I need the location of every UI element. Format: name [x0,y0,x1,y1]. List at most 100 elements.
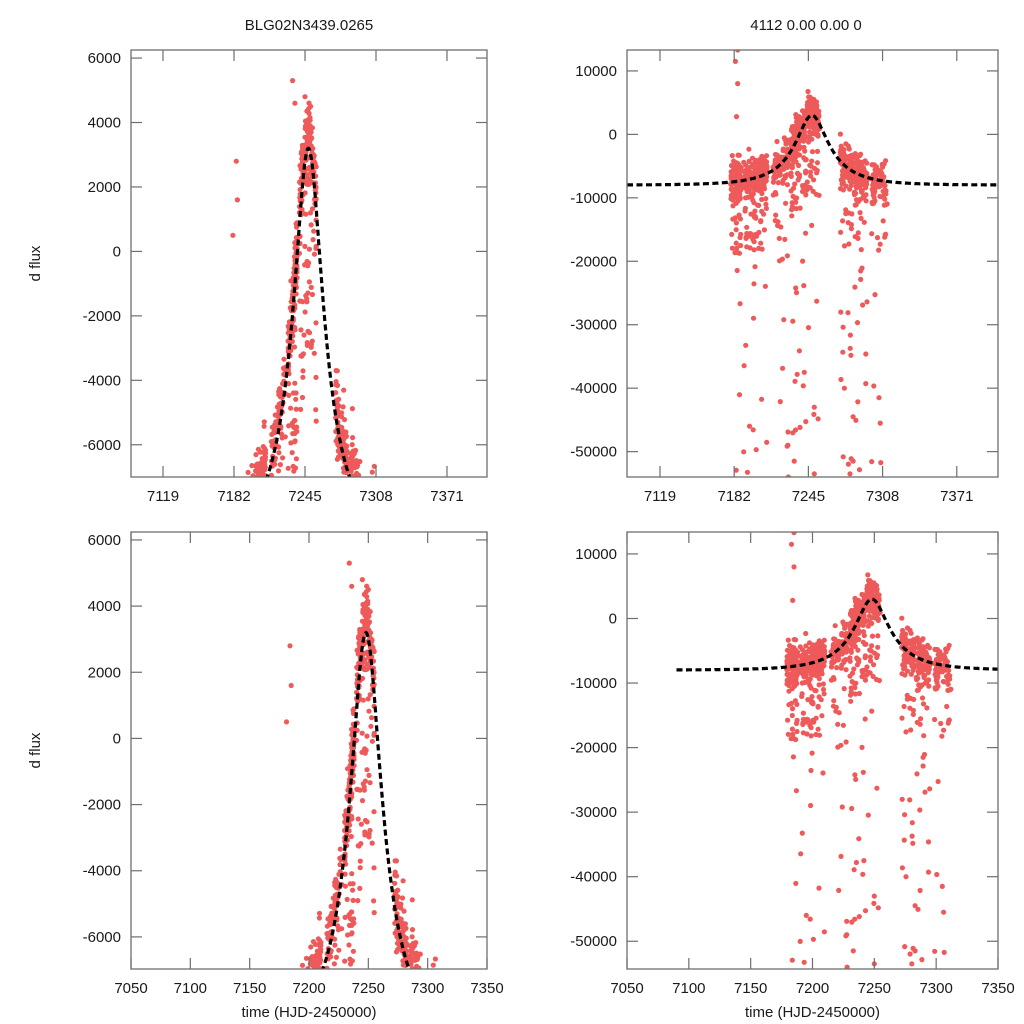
data-point [337,846,343,852]
data-point [280,365,287,371]
data-point [368,723,374,729]
data-point [350,948,356,954]
data-point [349,442,355,448]
data-point [907,797,913,803]
data-point [797,424,803,430]
data-point [772,189,779,196]
data-point [340,404,346,410]
data-point [852,772,858,778]
data-point [730,190,736,196]
data-point [936,670,942,676]
data-point [840,454,846,460]
data-point [309,291,315,298]
data-point [852,598,859,605]
data-point [880,218,886,224]
data-point [349,871,355,877]
y-tick-label: 10000 [575,546,617,563]
data-point [786,675,792,681]
data-point [334,915,340,921]
data-point [802,157,808,163]
data-point [334,414,340,420]
x-tick-label: 7371 [430,488,463,505]
data-point [814,148,821,154]
data-point [864,299,870,305]
data-point [871,383,877,389]
data-point [799,188,806,195]
data-point [805,676,811,682]
data-point [358,821,364,827]
data-point [800,710,807,716]
data-point [303,211,309,217]
data-point [790,318,796,324]
data-point [305,263,311,269]
data-point [869,643,875,649]
data-point [355,472,362,477]
data-point [773,174,779,180]
x-tick-label: 7050 [610,980,643,997]
data-point [792,181,798,187]
data-point [294,424,300,430]
data-point [756,229,762,235]
data-point [737,174,743,180]
data-point [785,731,791,737]
data-point [783,200,789,206]
data-point [807,682,813,689]
data-point [363,622,369,629]
data-point [801,129,807,135]
data-point [790,731,796,738]
data-point [367,780,373,786]
data-point [304,108,310,114]
x-tick-label: 7350 [470,980,503,997]
data-point [728,169,735,175]
data-point [793,880,799,887]
data-point [783,141,789,147]
data-point [830,675,837,681]
data-point [855,230,861,236]
data-point [946,673,952,679]
data-point [839,181,845,187]
data-point [799,693,805,700]
data-point [926,677,932,683]
data-point [808,173,814,179]
data-point [819,713,825,719]
data-point [432,956,438,962]
data-point [862,641,868,647]
data-point [333,368,339,374]
data-point [753,187,759,193]
data-point-outlier [803,912,809,919]
data-point [310,939,316,945]
data-point [292,439,298,445]
data-point [857,153,863,159]
data-point [838,853,844,860]
data-point [839,662,845,668]
data-point [276,450,282,456]
data-point [847,332,854,338]
data-point [364,819,370,825]
data-point [869,708,875,714]
data-point [848,222,855,228]
data-point [780,177,786,183]
data-point [794,371,800,377]
data-point [292,327,298,333]
data-point [743,162,749,168]
data-point [798,851,804,857]
x-tick-label: 7119 [147,488,179,505]
data-point [948,686,954,692]
data-point [308,168,314,174]
data-point [350,881,356,887]
data-point [856,914,862,920]
data-point [941,949,947,956]
data-point [302,134,308,140]
data-point [793,115,799,121]
data-point [342,958,348,964]
data-point [915,639,921,645]
data-point [738,231,744,237]
data-point [744,469,751,475]
data-point [357,885,363,892]
data-point-outlier [233,158,239,164]
data-point [245,469,251,475]
y-tick-label: 10000 [575,63,617,80]
x-tick-label: 7250 [352,980,385,997]
data-point [316,915,322,921]
y-tick-label: -2000 [83,797,121,814]
